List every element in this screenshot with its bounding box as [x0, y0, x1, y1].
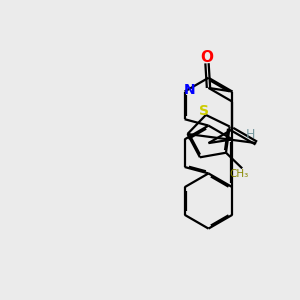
Text: H: H: [246, 128, 256, 141]
Text: N: N: [184, 83, 196, 97]
Text: O: O: [200, 50, 214, 65]
Text: S: S: [200, 104, 209, 118]
Text: CH₃: CH₃: [230, 169, 249, 179]
